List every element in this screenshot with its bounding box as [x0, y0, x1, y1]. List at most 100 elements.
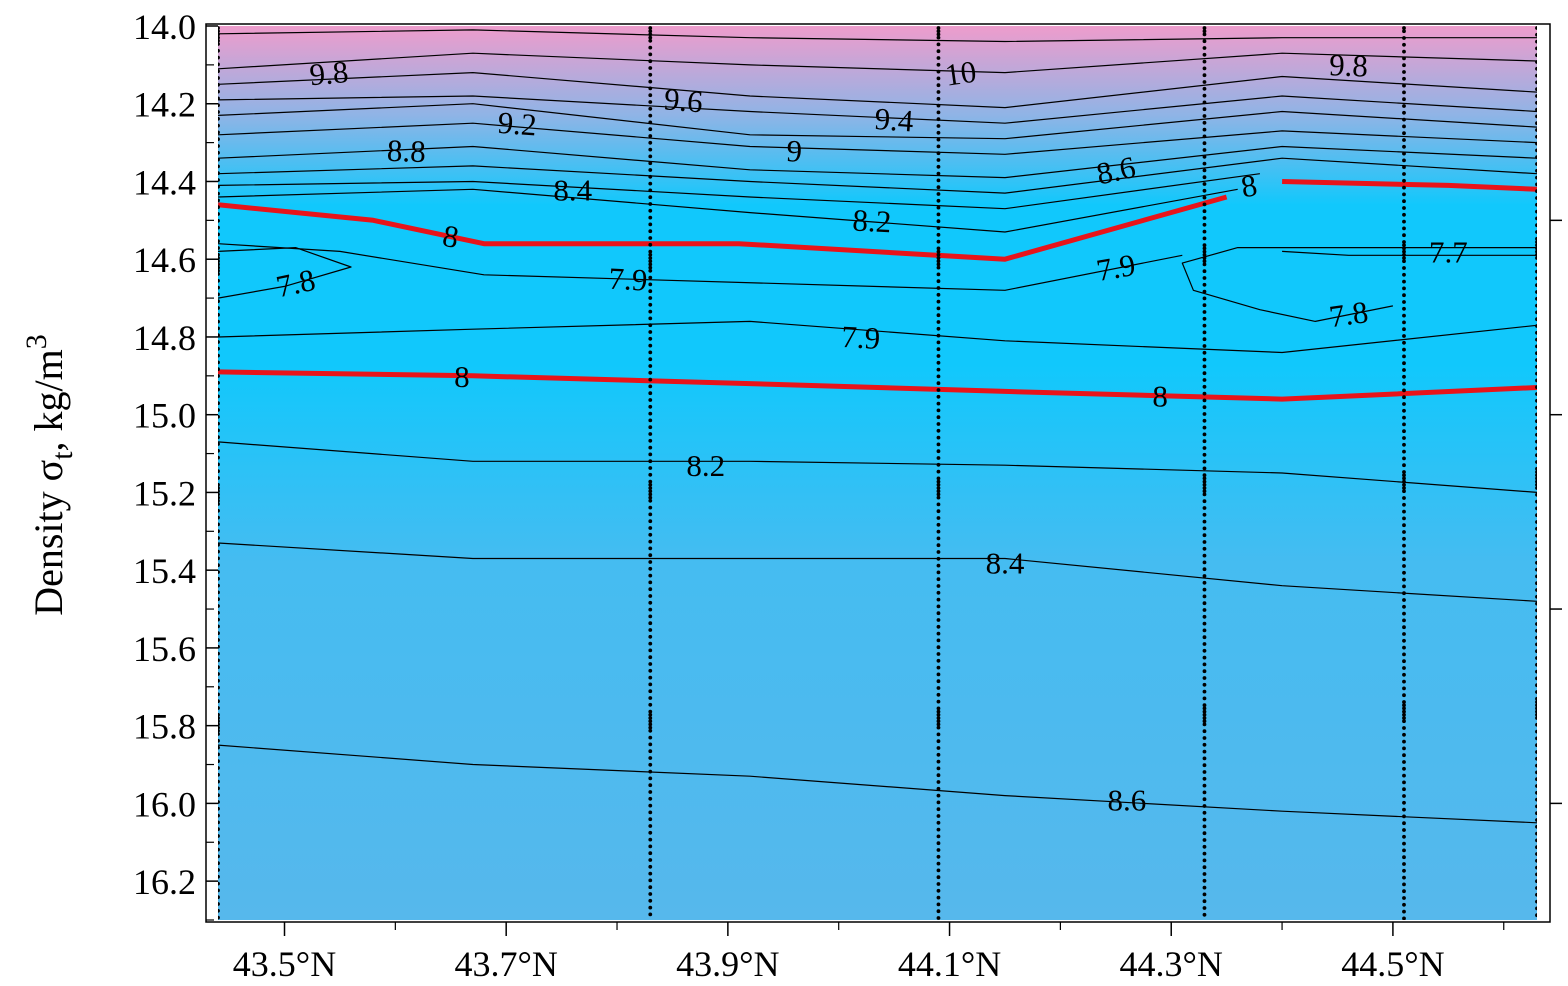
station-sample-dot [936, 286, 941, 290]
station-sample-dot [1202, 540, 1207, 544]
station-sample-dot [648, 641, 653, 646]
station-sample-dot [936, 577, 941, 582]
station-sample-dot [648, 498, 653, 503]
station-sample-dot [218, 728, 220, 733]
station-sample-dot [1202, 466, 1207, 471]
station-sample-dot [1535, 148, 1537, 153]
station-sample-dot [648, 323, 653, 328]
station-sample-dot [1535, 141, 1537, 146]
station-sample-dot [1535, 128, 1537, 132]
station-sample-dot [936, 164, 941, 169]
station-sample-dot [1202, 560, 1207, 565]
station-sample-dot [936, 456, 941, 460]
station-sample-dot [936, 42, 941, 47]
station-sample-dot [1402, 679, 1406, 684]
station-sample-dot [936, 550, 941, 554]
station-sample-dot [936, 83, 941, 88]
station-sample-dot [1202, 817, 1207, 822]
station-sample-dot [1202, 195, 1207, 200]
station-sample-dot [1202, 682, 1207, 687]
station-sample-dot [1402, 486, 1406, 490]
station-sample-dot [218, 486, 220, 490]
contour-label-7.7: 7.7 [1429, 234, 1468, 269]
station-sample-dot [1202, 282, 1207, 287]
station-sample-dot [648, 486, 653, 490]
station-sample-dot [218, 333, 220, 338]
station-sample-dot [1535, 32, 1537, 37]
station-sample-dot [1535, 858, 1537, 863]
station-sample-dot [936, 909, 941, 914]
station-sample-dot [648, 154, 653, 159]
station-sample-dot [1402, 557, 1406, 562]
station-sample-dot [218, 262, 220, 267]
station-sample-dot [936, 415, 941, 420]
station-sample-dot [1402, 226, 1406, 231]
station-sample-dot [1202, 357, 1207, 362]
station-sample-dot [1202, 648, 1207, 653]
station-sample-dot [1202, 202, 1207, 207]
station-sample-dot [1535, 310, 1537, 315]
station-sample-dot [1402, 442, 1406, 447]
station-sample-dot [936, 32, 941, 37]
station-sample-dot [1402, 240, 1406, 244]
station-sample-dot [1202, 499, 1207, 504]
station-sample-dot [1202, 696, 1207, 701]
station-sample-dot [1535, 642, 1537, 647]
station-sample-dot [648, 289, 653, 294]
station-sample-dot [218, 536, 220, 540]
station-sample-dot [648, 776, 653, 781]
station-sample-dot [936, 489, 941, 494]
station-sample-dot [936, 219, 941, 224]
station-sample-dot [1535, 189, 1537, 194]
station-sample-dot [936, 658, 941, 663]
x-tick-label: 43.5°N [233, 944, 336, 984]
station-sample-dot [648, 181, 653, 186]
station-sample-dot [1402, 233, 1406, 238]
station-sample-dot [1535, 608, 1537, 613]
station-sample-dot [648, 696, 653, 700]
station-sample-dot [218, 759, 220, 764]
contour-label-9: 9 [786, 133, 803, 169]
station-sample-dot [1402, 848, 1406, 853]
station-sample-dot [1202, 689, 1207, 694]
station-sample-dot [1202, 865, 1207, 870]
station-sample-dot [218, 144, 220, 148]
station-sample-dot [1402, 36, 1406, 40]
station-sample-dot [1202, 249, 1207, 254]
station-sample-dot [1402, 83, 1406, 88]
contour-10-0 [218, 29, 1537, 43]
station-column-4 [1402, 26, 1406, 920]
station-sample-dot [1535, 520, 1537, 524]
station-sample-dot [936, 462, 941, 467]
station-sample-dot [218, 502, 220, 506]
station-sample-dot [1535, 196, 1537, 200]
station-sample-dot [936, 773, 941, 778]
station-sample-dot [1402, 719, 1406, 724]
station-sample-dot [936, 124, 941, 128]
station-sample-dot [936, 597, 941, 602]
station-sample-dot [218, 732, 220, 736]
station-sample-dot [648, 45, 653, 50]
station-sample-dot [1402, 828, 1406, 832]
station-sample-dot [218, 508, 220, 513]
station-sample-dot [1202, 763, 1207, 768]
station-sample-dot [648, 229, 653, 234]
station-sample-dot [1402, 794, 1406, 798]
station-sample-dot [648, 316, 653, 321]
station-sample-dot [936, 117, 941, 122]
station-sample-dot [1202, 642, 1207, 646]
station-sample-dot [1202, 73, 1207, 78]
station-sample-dot [1402, 151, 1406, 156]
station-sample-dot [218, 672, 220, 676]
station-sample-dot [936, 563, 941, 568]
station-sample-dot [1402, 703, 1406, 708]
station-sample-dot [1402, 63, 1406, 68]
station-sample-dot [218, 285, 220, 290]
station-sample-dot [218, 340, 220, 344]
station-sample-dot [648, 648, 653, 653]
station-sample-dot [218, 256, 220, 260]
station-sample-dot [1535, 669, 1537, 674]
station-sample-dot [218, 678, 220, 683]
station-sample-dot [1202, 276, 1207, 280]
station-sample-dot [218, 847, 220, 852]
